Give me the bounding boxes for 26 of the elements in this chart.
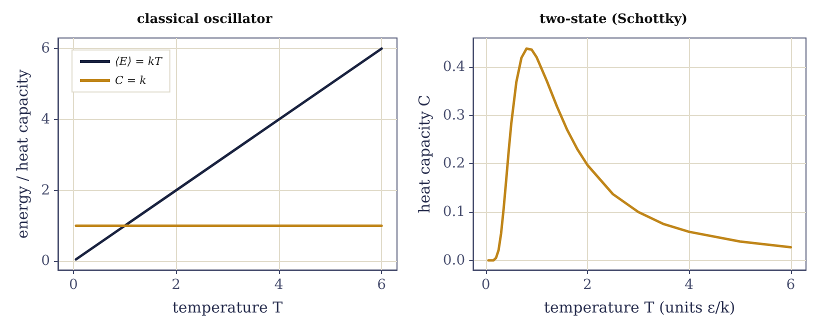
x-tick-label: 4	[684, 277, 694, 293]
chart-title: two-state (Schottky)	[539, 12, 688, 27]
x-tick-label: 6	[786, 277, 796, 293]
x-axis-title: temperature T (units ε/k)	[544, 298, 736, 316]
line-series	[487, 47, 792, 262]
y-tick-label: 4	[41, 111, 50, 128]
y-tick-label: 0.3	[442, 107, 466, 124]
y-tick-label: 6	[41, 40, 50, 57]
x-axis-title: temperature T	[172, 298, 283, 316]
x-tick-label: 4	[274, 277, 284, 293]
chart-title: classical oscillator	[136, 12, 272, 27]
x-tick-label: 2	[583, 277, 592, 293]
y-tick-label: 0.1	[442, 204, 466, 220]
legend-label: ⟨E⟩ = kT	[115, 55, 164, 68]
y-axis-title: energy / heat capacity	[14, 68, 32, 239]
y-tick-label: 0.4	[442, 59, 466, 75]
y-axis-title: heat capacity C	[416, 94, 434, 214]
y-tick-label: 0.2	[442, 156, 466, 172]
y-tick-label: 0.0	[442, 252, 466, 268]
x-tick-label: 2	[172, 277, 181, 293]
legend-label: C = k	[115, 74, 147, 87]
y-tick-label: 2	[41, 182, 50, 198]
x-tick-label: 0	[68, 277, 78, 293]
y-tick-label: 0	[41, 253, 50, 270]
x-tick-label: 6	[377, 277, 386, 293]
x-tick-label: 0	[481, 277, 490, 293]
